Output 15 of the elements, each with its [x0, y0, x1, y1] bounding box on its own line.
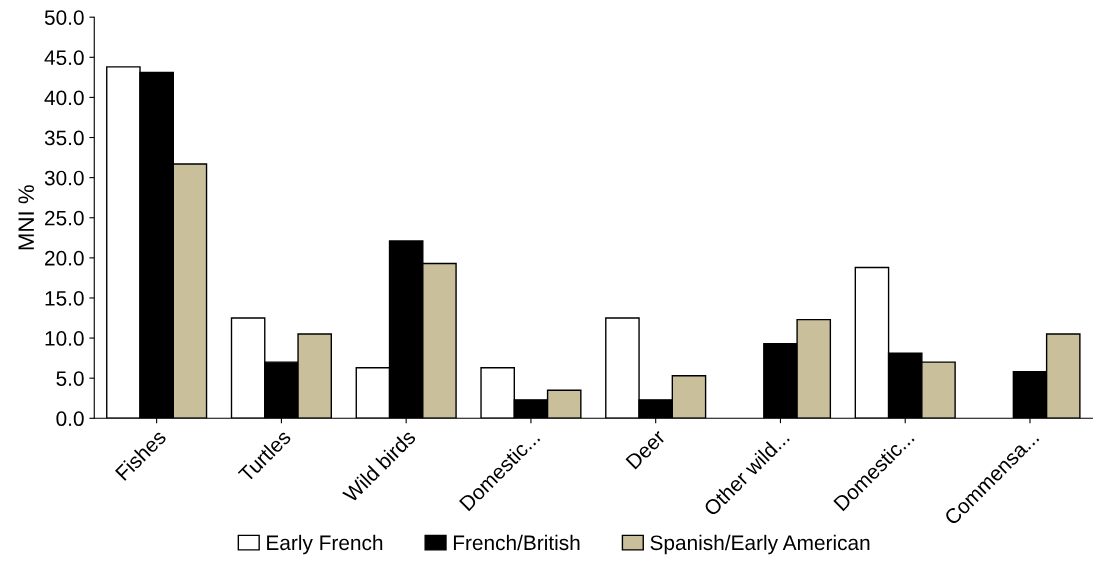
legend-label: French/British: [453, 534, 580, 551]
y-tick-label: 30.0: [44, 170, 84, 186]
y-tick-label: 20.0: [45, 250, 84, 266]
legend-label: Spanish/Early American: [650, 534, 870, 555]
y-tick-label: 35.0: [44, 130, 84, 146]
y-tick-label: 10.0: [45, 331, 84, 346]
y-tick-label: 0.0: [56, 411, 84, 427]
legend-label: Early French: [267, 534, 383, 555]
y-tick-label: 15.0: [45, 290, 84, 306]
y-tick-label: 5.0: [56, 371, 84, 386]
y-tick-label: 40.0: [44, 90, 84, 106]
y-tick-label: 50.0: [44, 10, 84, 25]
y-tick-label: 25.0: [45, 210, 84, 226]
y-axis-title: MNI %: [18, 185, 34, 250]
y-tick-label: 45.0: [44, 50, 84, 66]
